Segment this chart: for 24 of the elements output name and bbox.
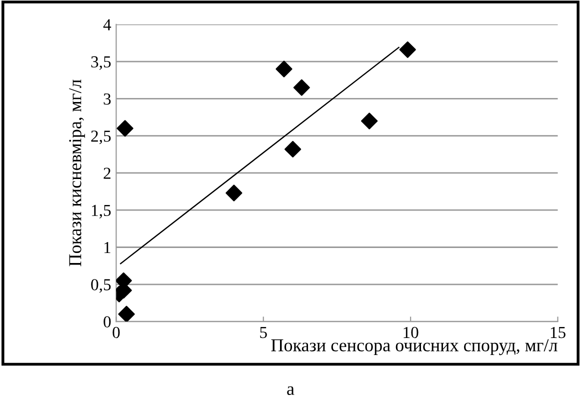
y-tick-label: 0 <box>104 316 111 328</box>
x-tick-label: 5 <box>260 327 267 338</box>
y-tick-label: 0,5 <box>91 279 111 293</box>
y-tick-label: 2,5 <box>91 130 111 144</box>
x-tick-label: 15 <box>550 326 566 338</box>
y-tick-label: 3,5 <box>91 56 111 70</box>
y-tick-label: 2 <box>104 168 110 179</box>
x-tick-label: 0 <box>112 326 120 338</box>
y-tick-label: 4 <box>103 19 112 30</box>
point <box>276 60 292 78</box>
y-tick-label: 1 <box>104 242 110 254</box>
point <box>293 79 310 96</box>
point <box>361 112 378 130</box>
point <box>226 184 242 202</box>
y-tick-label: 1,5 <box>92 204 111 218</box>
text: а <box>287 386 294 395</box>
point <box>116 120 134 137</box>
y-tick-label: 3 <box>104 93 111 105</box>
point <box>399 41 416 58</box>
point <box>284 140 302 158</box>
point <box>118 306 135 322</box>
x-axis-title: Покази сенсора очисних споруд, мг/л <box>271 339 558 356</box>
x-tick-label: 10 <box>404 326 418 338</box>
y-axis-title: Покази кисневміра, мг/л <box>69 80 85 266</box>
